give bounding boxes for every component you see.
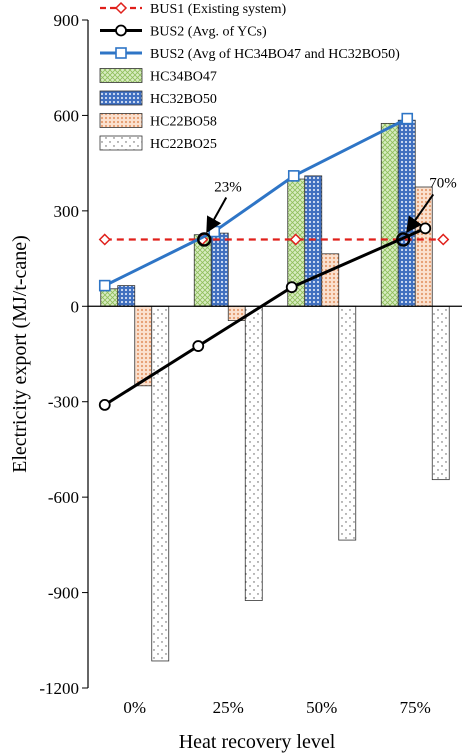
- legend-bar-swatch: [99, 113, 143, 128]
- y-axis-title: Electricity export (MJ/t-cane): [9, 235, 31, 473]
- y-tick-label: -1200: [39, 679, 79, 698]
- point-bus2-avg-ycs: [285, 281, 298, 294]
- annotation-arrow: [206, 196, 228, 234]
- annotations-layer: 23% 70%: [197, 175, 457, 247]
- point-bus1: [437, 233, 450, 246]
- bar-hc32bo50: [210, 232, 229, 307]
- point-bus2-avg-ycs: [419, 222, 432, 235]
- y-tick-label: -900: [48, 584, 79, 603]
- x-tick-label: 50%: [306, 698, 337, 717]
- point-bus2-avg-ycs: [98, 398, 111, 411]
- y-tick-label: 300: [54, 202, 80, 221]
- point-bus1: [289, 233, 302, 246]
- y-tick-label: 900: [54, 11, 80, 30]
- legend-label: BUS2 (Avg of HC34BO47 and HC32BO50): [150, 47, 400, 62]
- y-tick-label: -300: [48, 393, 79, 412]
- lines-layer: [98, 112, 450, 411]
- legend-bar-swatch: [99, 90, 143, 106]
- x-tick-label: 25%: [213, 698, 244, 717]
- ticks-layer: -1200 -900 -600 -300 0 300 600 900 0% 25% 50% 75%: [39, 11, 431, 717]
- axes-layer: [87, 20, 462, 688]
- point-bus2-avg-ycs: [192, 340, 205, 352]
- point-bus2-avg-hc: [401, 112, 414, 125]
- x-tick-label: 75%: [400, 698, 431, 717]
- y-tick-label: 600: [54, 106, 80, 125]
- intersection-marker: [396, 232, 411, 247]
- legend-label: BUS1 (Existing system): [150, 2, 286, 17]
- x-axis-title: Heat recovery level: [179, 731, 336, 753]
- y-tick-label: 0: [71, 297, 80, 316]
- legend-marker: [114, 1, 128, 15]
- bar-hc22bo58: [134, 305, 153, 387]
- bar-hc22bo25: [151, 305, 170, 662]
- bar-hc32bo50: [117, 285, 136, 307]
- point-bus2-avg-hc: [98, 279, 111, 292]
- bar-hc22bo58: [414, 186, 433, 307]
- x-tick-label: 0%: [123, 698, 146, 717]
- legend-bar-swatch: [99, 135, 143, 151]
- legend-label: HC32BO50: [150, 92, 217, 107]
- point-bus2-avg-hc: [287, 170, 300, 182]
- legend-label: HC34BO47: [150, 70, 217, 85]
- legend-marker: [115, 24, 127, 37]
- bar-hc34bo47: [100, 288, 119, 307]
- annotation-arrow: [406, 193, 435, 234]
- legend-label: BUS2 (Avg. of YCs): [150, 25, 267, 40]
- bar-hc32bo50: [304, 175, 323, 307]
- annotation-label: 23%: [214, 179, 242, 195]
- bar-hc22bo58: [321, 253, 340, 307]
- legend-label: HC22BO25: [150, 137, 217, 152]
- bars-layer: [100, 119, 450, 662]
- legend-marker: [115, 47, 127, 59]
- line-bus2-avg-ycs: [104, 227, 426, 407]
- bar-hc32bo50: [397, 119, 416, 307]
- annotation-label: 70%: [429, 175, 457, 191]
- legend-label: HC22BO58: [150, 115, 217, 130]
- line-bus2-avg-hc: [104, 117, 408, 287]
- legend: BUS1 (Existing system) BUS2 (Avg. of YCs)…: [99, 1, 400, 152]
- legend-bar-swatch: [99, 68, 143, 83]
- bar-hc22bo25: [244, 305, 263, 601]
- point-bus2-avg-hc: [208, 225, 221, 238]
- intersection-marker: [197, 232, 212, 247]
- bar-hc22bo25: [431, 305, 450, 481]
- bar-hc22bo25: [338, 305, 357, 541]
- y-tick-label: -600: [48, 488, 79, 507]
- point-bus1: [98, 233, 111, 246]
- bar-hc34bo47: [380, 122, 399, 307]
